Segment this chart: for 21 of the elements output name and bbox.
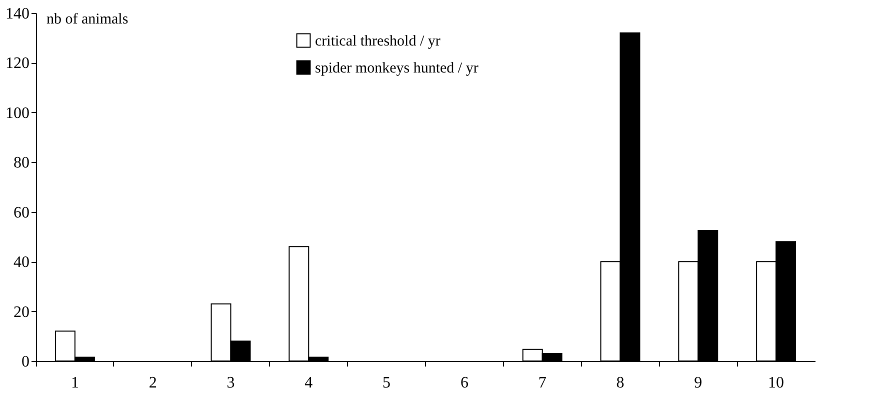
- x-tick-label: 4: [304, 374, 313, 392]
- y-tick-label: 140: [6, 6, 30, 22]
- legend-label: spider monkeys hunted / yr: [315, 60, 478, 76]
- y-tick-label: 120: [6, 55, 30, 72]
- x-tick-label: 10: [768, 374, 784, 392]
- x-tick-label: 9: [694, 374, 702, 392]
- x-tick-label: 6: [460, 374, 468, 392]
- y-tick-label: 60: [14, 204, 30, 222]
- y-tick-label: 100: [6, 104, 30, 122]
- legend-label: critical threshold / yr: [315, 34, 440, 50]
- y-tick-label: 0: [22, 354, 30, 370]
- y-tick-label: 80: [14, 154, 30, 172]
- y-axis-title: nb of animals: [46, 12, 128, 28]
- x-tick-label: 3: [226, 374, 235, 392]
- x-tick-label: 1: [70, 374, 79, 392]
- x-tick-label: 7: [538, 374, 546, 392]
- y-tick-label: 40: [14, 254, 30, 272]
- y-tick-label: 20: [14, 304, 30, 321]
- x-tick-label: 5: [382, 374, 391, 392]
- x-tick-label: 8: [616, 374, 624, 392]
- x-tick-label: 2: [148, 374, 157, 392]
